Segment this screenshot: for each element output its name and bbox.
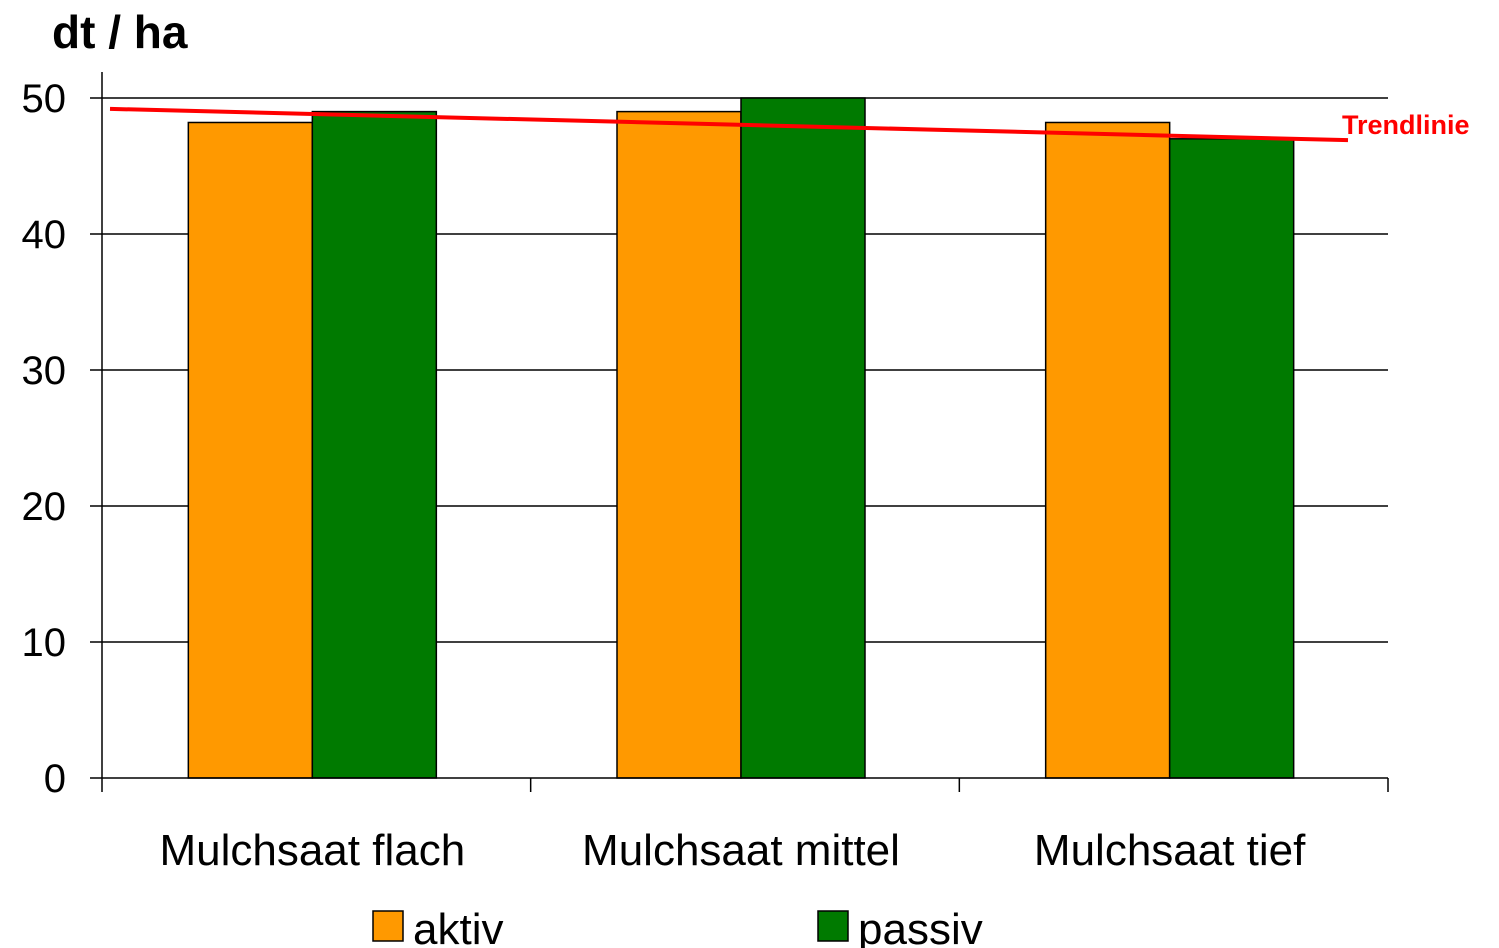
- bar-aktiv-3: [1044, 121, 1171, 779]
- legend-label-passiv: passiv: [858, 905, 983, 948]
- y-tick-label: 30: [22, 349, 67, 393]
- y-tick-label: 40: [22, 213, 67, 257]
- legend-swatch-aktiv: [372, 910, 404, 942]
- bar-passiv-3: [1168, 138, 1295, 779]
- y-tick-label: 50: [22, 77, 67, 121]
- bar-passiv-2: [740, 97, 866, 779]
- bar-aktiv-2: [616, 110, 742, 779]
- legend-swatch-passiv: [817, 910, 849, 942]
- trendline-label: Trendlinie: [1342, 110, 1470, 140]
- legend-label-aktiv: aktiv: [413, 905, 503, 948]
- legend: aktiv passiv: [372, 905, 983, 948]
- x-category-label: Mulchsaat mittel: [582, 826, 900, 875]
- x-category-label: Mulchsaat flach: [159, 826, 465, 875]
- bar-passiv-1: [311, 110, 438, 779]
- y-axis-title: dt / ha: [52, 6, 188, 58]
- x-category-label: Mulchsaat tief: [1034, 826, 1306, 875]
- y-tick-label: 10: [22, 621, 67, 665]
- trendline: [109, 106, 1349, 143]
- bar-aktiv-1: [187, 121, 314, 779]
- y-tick-label: 20: [22, 485, 67, 529]
- y-tick-label: 0: [44, 757, 66, 801]
